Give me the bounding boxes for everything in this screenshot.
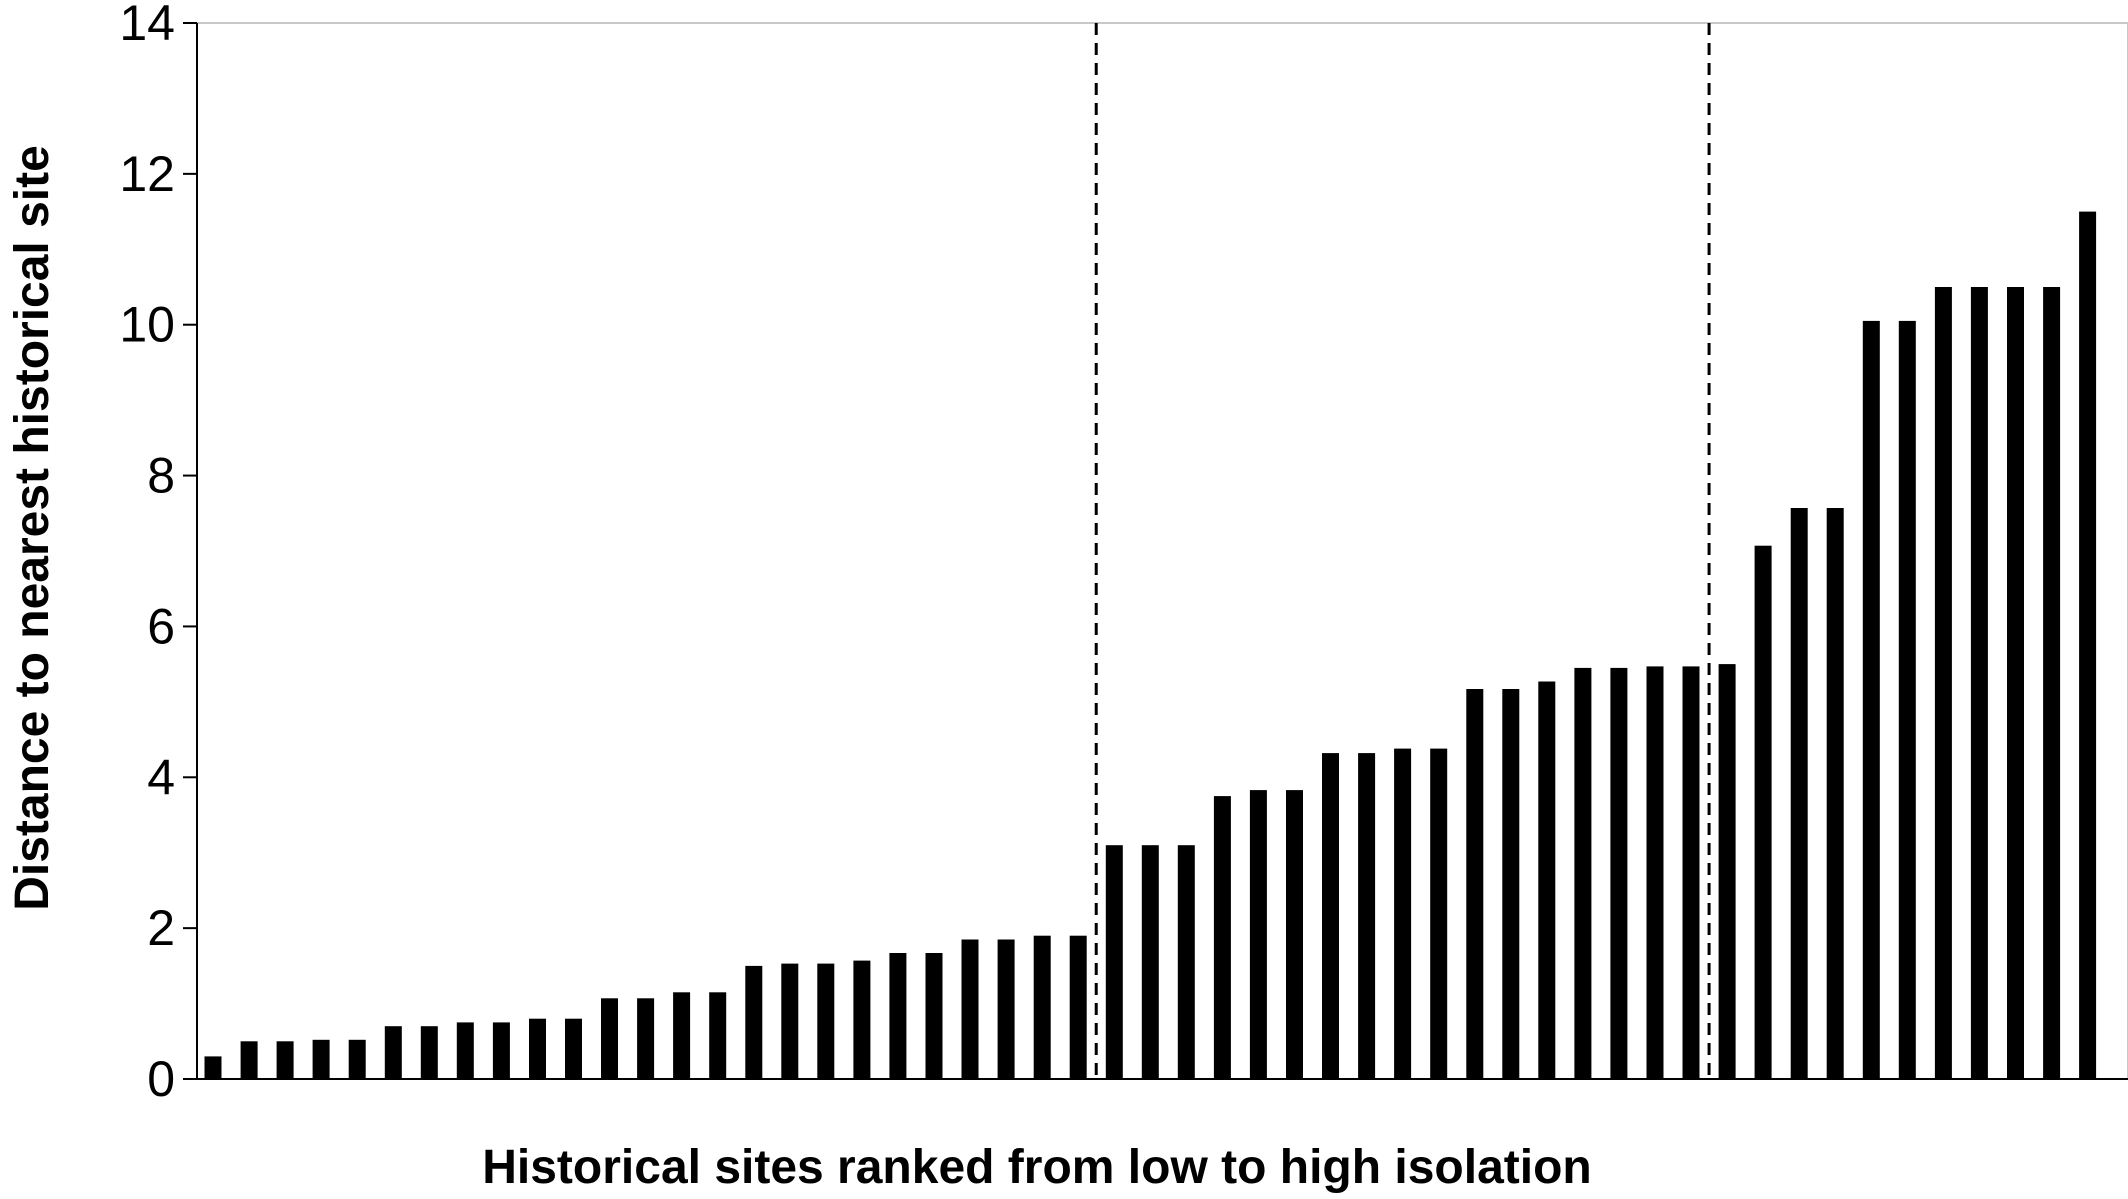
bar <box>565 1018 582 1079</box>
y-tick-label: 12 <box>119 146 175 202</box>
bar <box>637 998 655 1079</box>
bar <box>1790 508 1808 1079</box>
bar <box>240 1041 258 1079</box>
bar <box>1249 790 1267 1079</box>
divider-lines <box>1094 23 1711 1079</box>
bar <box>529 1018 546 1079</box>
bar <box>817 963 835 1079</box>
y-tick-label: 8 <box>147 448 175 504</box>
bar <box>853 960 871 1079</box>
y-tick-labels: 0 2 4 6 8 10 12 14 <box>119 0 175 1107</box>
y-tick-label: 0 <box>147 1051 175 1107</box>
bar <box>348 1039 366 1079</box>
bar <box>1862 320 1880 1079</box>
bar <box>1718 664 1736 1079</box>
bar <box>925 953 943 1079</box>
bar <box>1970 287 1988 1079</box>
bar <box>1754 545 1772 1079</box>
y-tick-label: 14 <box>119 0 175 51</box>
bar <box>1826 508 1844 1079</box>
bar <box>384 1026 402 1079</box>
bar <box>1898 320 1916 1079</box>
bar <box>1322 753 1339 1079</box>
bar <box>1069 935 1087 1079</box>
bar <box>601 998 618 1079</box>
y-tick-label: 2 <box>147 900 175 956</box>
bar <box>709 992 727 1079</box>
bar <box>1430 748 1448 1079</box>
bar <box>889 953 907 1079</box>
bars-group <box>204 211 2097 1080</box>
y-tick-label: 10 <box>119 297 175 353</box>
bar <box>1358 753 1376 1079</box>
bar <box>781 963 799 1079</box>
bar <box>1213 796 1231 1079</box>
bar <box>276 1041 294 1079</box>
x-axis-label: Historical sites ranked from low to high… <box>482 1141 1592 1194</box>
bar <box>1646 666 1664 1079</box>
y-tick-label: 4 <box>147 749 175 805</box>
bar <box>2043 287 2061 1079</box>
bar <box>1574 667 1592 1079</box>
bar <box>1682 666 1700 1079</box>
bar <box>1538 681 1556 1079</box>
bar <box>1105 845 1123 1079</box>
bar <box>1141 845 1159 1079</box>
bar <box>1394 748 1412 1079</box>
y-axis-label: Distance to nearest historical site <box>6 145 59 911</box>
bar <box>1934 287 1952 1079</box>
bar <box>1610 667 1628 1079</box>
bar <box>2079 211 2097 1080</box>
bar <box>1502 689 1520 1079</box>
bar <box>420 1026 438 1079</box>
bar <box>492 1022 510 1079</box>
bar <box>2007 287 2024 1079</box>
bar <box>312 1039 330 1079</box>
bar <box>961 939 979 1079</box>
bar <box>1286 790 1303 1079</box>
bar <box>1033 935 1051 1079</box>
bar <box>745 965 763 1079</box>
bar <box>1177 845 1195 1079</box>
bar <box>997 939 1015 1079</box>
y-tick-label: 6 <box>147 598 175 654</box>
bar <box>1466 689 1484 1079</box>
bar <box>456 1022 474 1079</box>
bar <box>673 992 691 1079</box>
bar <box>204 1056 222 1079</box>
axes-group <box>183 22 2128 1080</box>
